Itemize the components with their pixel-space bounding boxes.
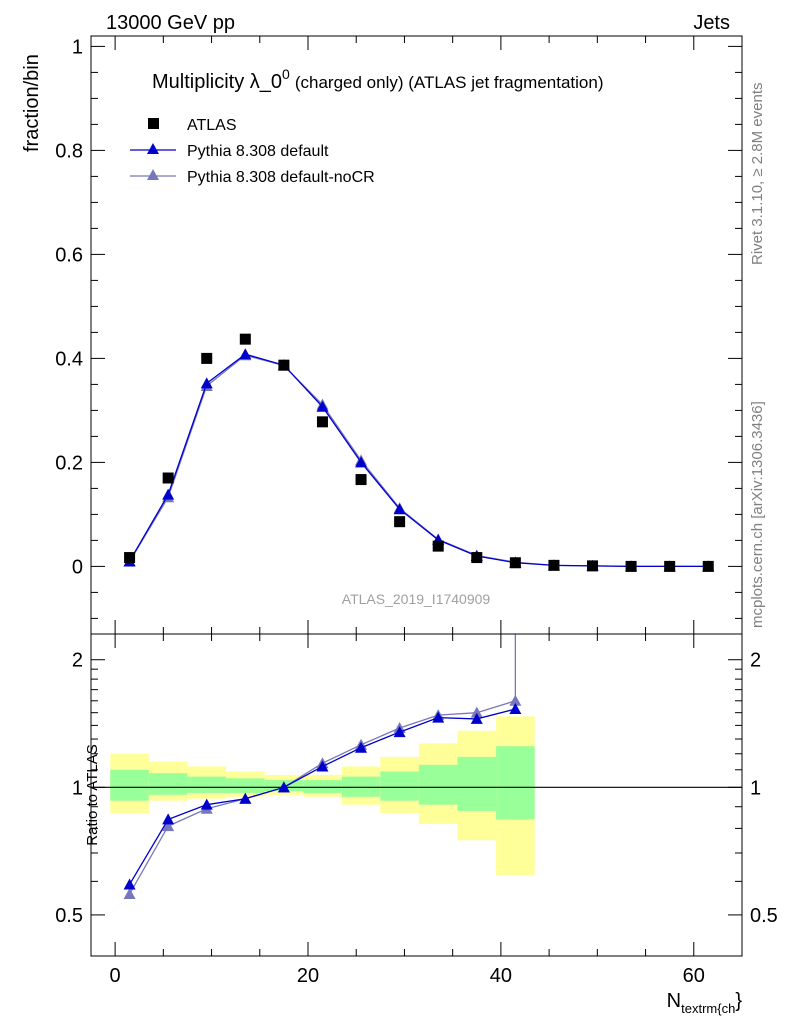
ratio-y-tick-label: 2 (72, 650, 83, 672)
legend-nocr-marker (147, 169, 159, 180)
header-process-label: Jets (693, 12, 730, 34)
main-data-point (432, 540, 444, 552)
ratio-y-tick-label: 0.5 (55, 905, 83, 927)
x-axis-label-sub: textrm{ch (681, 1001, 735, 1016)
ratio-mc-point (470, 706, 483, 718)
main-data-point (625, 560, 637, 572)
main-data-point (162, 472, 174, 484)
ratio-y-tick-label-right: 1 (750, 777, 761, 799)
ratio-inner-band (418, 764, 458, 805)
x-axis-label-tail: } (735, 990, 742, 1012)
chart-title-superscript: 0 (282, 66, 290, 82)
ratio-mc-point (239, 792, 252, 804)
legend-default-marker (147, 143, 159, 154)
main-data-point (316, 416, 328, 428)
ratio-inner-band (496, 746, 535, 820)
ratio-mc-point (123, 888, 136, 900)
main-data-point (394, 516, 406, 528)
main-y-tick-label: 0.4 (55, 348, 83, 370)
main-mc-point (393, 503, 406, 515)
main-data-point (548, 559, 560, 571)
ratio-mc-point (277, 781, 290, 793)
main-y-tick-label: 0.6 (55, 244, 83, 266)
ratio-inner-band (110, 769, 149, 801)
ratio-mc-point (470, 712, 483, 724)
main-mc-point (200, 377, 213, 389)
x-tick-label: 40 (490, 965, 512, 987)
main-data-point (471, 552, 483, 564)
ratio-mc-point (393, 726, 406, 738)
x-tick-label: 0 (110, 965, 121, 987)
legend-atlas-label: ATLAS (187, 117, 237, 134)
ratio-panel: 0.5 0.51 12 20 20 40 60 (55, 633, 778, 987)
ratio-inner-band (303, 780, 342, 793)
x-tick-label: 20 (297, 965, 319, 987)
main-data-point (702, 560, 714, 572)
rivet-version-label: Rivet 3.1.10, ≥ 2.8M events (749, 83, 766, 266)
ratio-mc-point (162, 820, 175, 832)
main-mc-point (239, 348, 252, 360)
ratio-inner-band (341, 776, 381, 797)
x-axis-label: Ntextrm{ch} (667, 990, 743, 1016)
ratio-y-tick-label-right: 0.5 (750, 905, 778, 927)
main-data-point (278, 359, 290, 371)
main-mc-point (355, 456, 368, 468)
chart-title-main: Multiplicity λ_0 (152, 71, 282, 93)
header-energy-label: 13000 GeV pp (106, 12, 235, 34)
main-series-line (129, 353, 709, 568)
main-y-tick-label: 0.8 (55, 140, 83, 162)
ratio-uncertainty-bands (91, 716, 742, 876)
main-data-point (355, 474, 367, 486)
ratio-mc-point (509, 694, 522, 706)
main-y-tick-label: 0.2 (55, 452, 83, 474)
ratio-inner-band (380, 771, 419, 801)
ratio-mc-point (432, 711, 445, 723)
main-data-point (201, 352, 213, 364)
ratio-inner-band (226, 778, 265, 793)
main-y-axis-label: fraction/bin (21, 54, 43, 152)
chart-title-rest: (charged only) (ATLAS jet fragmentation) (295, 73, 604, 92)
x-tick-label: 60 (683, 965, 705, 987)
ratio-inner-band (187, 776, 227, 793)
chart-title: Multiplicity λ_00 (charged only) (ATLAS j… (152, 66, 604, 93)
ratio-mc-point (509, 703, 522, 715)
main-mc-point (316, 400, 329, 412)
ratio-panel-frame (90, 633, 743, 957)
legend: ATLAS Pythia 8.308 default Pythia 8.308 … (130, 117, 375, 186)
ratio-mc-point (355, 741, 368, 753)
x-axis-label-main: N (667, 990, 681, 1012)
main-data-point (587, 560, 599, 572)
main-axis-ticks: 0 0.2 0.4 0.6 0.8 1 (55, 36, 742, 634)
analysis-watermark: ATLAS_2019_I1740909 (342, 591, 491, 607)
ratio-mc-point (123, 878, 136, 890)
main-data-point (124, 552, 136, 564)
ratio-mc-point (316, 760, 329, 772)
ratio-y-tick-label: 1 (72, 777, 83, 799)
main-y-tick-label: 1 (72, 36, 83, 58)
legend-nocr-label: Pythia 8.308 default-noCR (187, 169, 375, 186)
legend-atlas-marker (148, 118, 159, 129)
main-panel: 0 0.2 0.4 0.6 0.8 1 (55, 35, 743, 635)
main-data-point (509, 557, 521, 569)
legend-default-label: Pythia 8.308 default (187, 143, 329, 160)
ratio-mc-point (200, 798, 213, 810)
ratio-axis-ticks: 0.5 0.51 12 20 20 40 60 (55, 634, 778, 987)
ratio-y-axis-label: Ratio to ATLAS (84, 744, 101, 845)
ratio-mc-point (162, 813, 175, 825)
ratio-series-group (123, 634, 522, 900)
ratio-inner-band (148, 773, 188, 795)
ratio-inner-band (457, 756, 497, 811)
main-y-tick-label: 0 (72, 556, 83, 578)
main-series-line (129, 354, 709, 568)
main-mc-point (162, 488, 175, 500)
main-series-group (123, 333, 715, 572)
mcplots-label: mcplots.cern.ch [arXiv:1306.3436] (749, 401, 766, 628)
main-data-point (664, 560, 676, 572)
main-data-point (239, 333, 251, 345)
ratio-y-tick-label-right: 2 (750, 650, 761, 672)
